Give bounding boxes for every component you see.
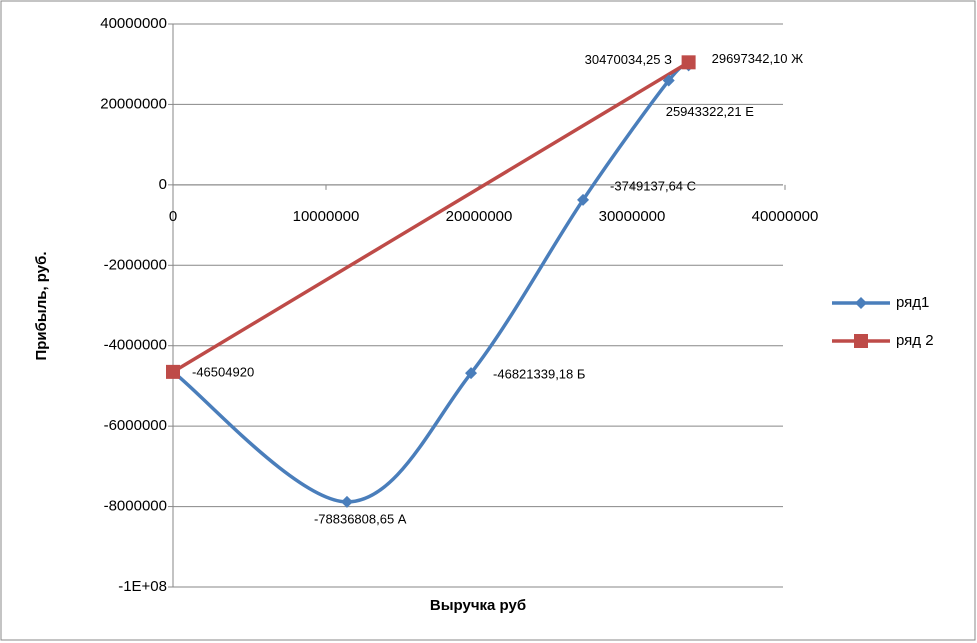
data-label: 29697342,10 Ж <box>712 51 804 66</box>
legend-label: ряд1 <box>896 294 929 311</box>
data-label: -46504920 <box>192 364 254 379</box>
y-tick-label: 0 <box>159 176 167 193</box>
y-tick-label: 20000000 <box>100 95 167 112</box>
y-axis-title: Прибыль, руб. <box>33 251 50 360</box>
data-label: 30470034,25 З <box>585 52 673 67</box>
data-label: -46821339,18 Б <box>493 367 585 382</box>
marker <box>662 74 675 87</box>
data-label: 25943322,21 Е <box>666 104 755 119</box>
y-tick-label: -1E+08 <box>118 578 167 595</box>
y-tick-label: 40000000 <box>100 15 167 32</box>
y-tick-label: -6000000 <box>104 417 167 434</box>
y-tick-label: -2000000 <box>104 256 167 273</box>
legend-marker <box>855 297 867 309</box>
legend-marker <box>854 334 868 348</box>
series-line <box>171 63 690 504</box>
data-label: -78836808,65 А <box>314 511 407 526</box>
marker <box>577 193 590 206</box>
data-label: -3749137,64 С <box>610 178 696 193</box>
x-tick-label: 40000000 <box>752 208 819 225</box>
legend-label: ряд 2 <box>896 332 934 349</box>
y-tick-label: -4000000 <box>104 337 167 354</box>
marker <box>340 495 353 508</box>
marker <box>166 364 180 379</box>
marker <box>681 55 696 70</box>
y-tick-label: -8000000 <box>104 498 167 515</box>
x-tick-label: 20000000 <box>446 208 513 225</box>
x-tick-label: 0 <box>169 208 177 225</box>
marker <box>465 367 478 380</box>
x-tick-label: 10000000 <box>293 208 360 225</box>
x-axis-title: Выручка руб <box>430 597 526 614</box>
x-tick-label: 30000000 <box>599 208 666 225</box>
series-line <box>172 60 690 374</box>
